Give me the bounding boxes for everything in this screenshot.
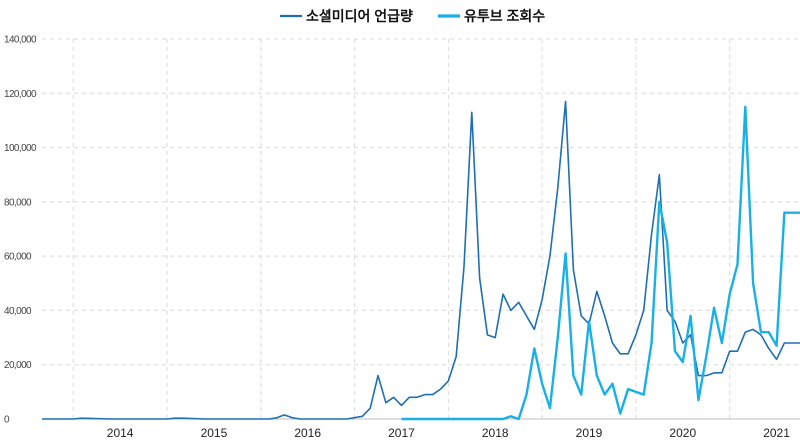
series-layer — [42, 100, 800, 421]
legend-label: 소셜미디어 언급량 — [306, 8, 413, 24]
x-tick-label: 2017 — [388, 426, 415, 440]
x-tick-label: 2015 — [201, 426, 228, 440]
x-tick-label: 2018 — [482, 426, 509, 440]
y-tick-label: 40,000 — [4, 306, 32, 317]
y-tick-label: 100,000 — [4, 143, 37, 154]
x-tick-label: 2021 — [763, 426, 790, 440]
series-line-2 — [401, 105, 800, 421]
series-line-1 — [42, 100, 800, 420]
x-tick-label: 2020 — [669, 426, 696, 440]
x-tick-label: 2019 — [576, 426, 603, 440]
legend: 소셜미디어 언급량 유투브 조회수 — [280, 8, 545, 24]
y-tick-label: 120,000 — [4, 89, 37, 100]
y-tick-label: 20,000 — [4, 360, 32, 371]
y-tick-label: 80,000 — [4, 197, 32, 208]
legend-label: 유투브 조회수 — [464, 8, 545, 24]
x-tick-label: 2014 — [107, 426, 134, 440]
gridlines — [42, 38, 800, 420]
y-tick-label: 60,000 — [4, 252, 32, 263]
x-tick-label: 2016 — [294, 426, 321, 440]
y-tick-label: 0 — [4, 415, 10, 426]
y-tick-label: 140,000 — [4, 35, 37, 46]
x-axis: 2014 2015 2016 2017 2018 2019 2020 2021 — [42, 418, 800, 440]
y-axis: 0 20,000 40,000 60,000 80,000 100,000 120,000 1… — [4, 35, 38, 426]
